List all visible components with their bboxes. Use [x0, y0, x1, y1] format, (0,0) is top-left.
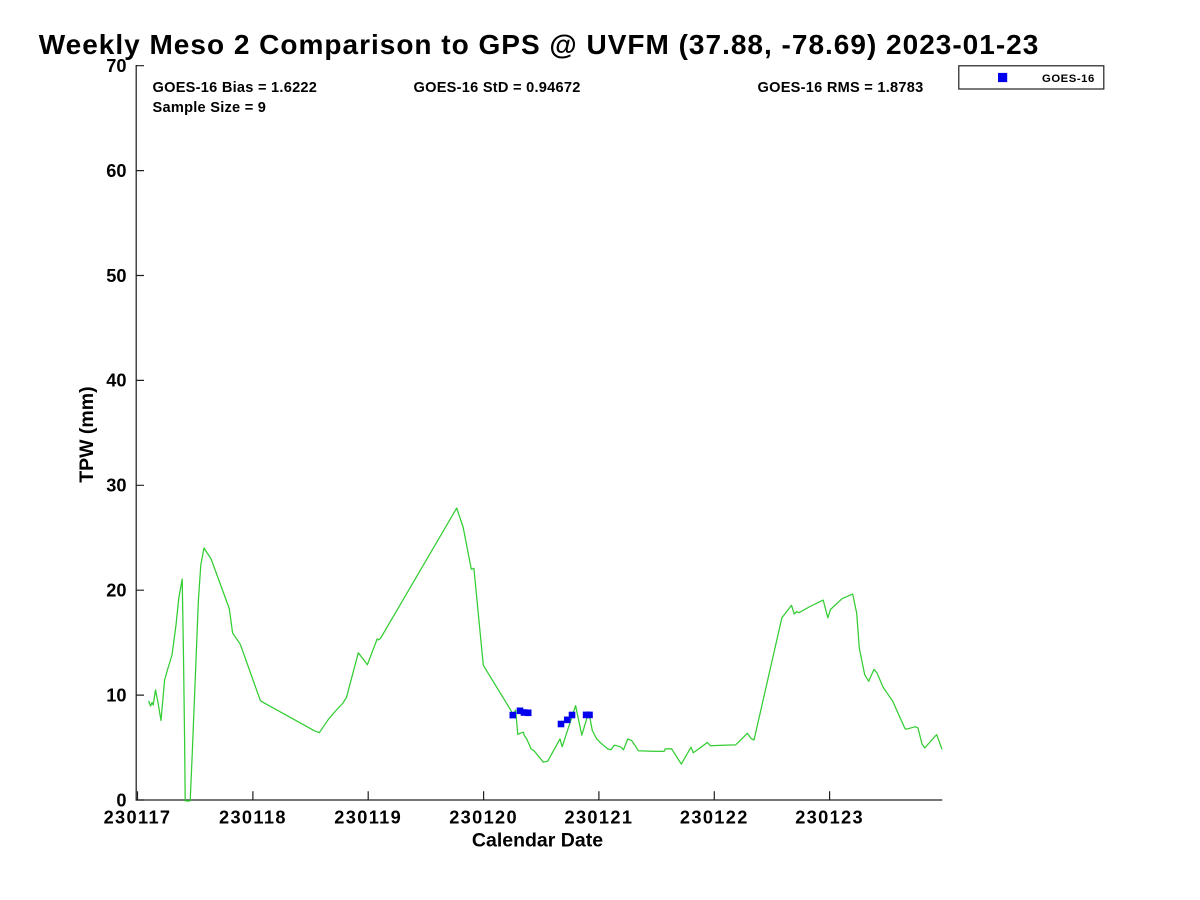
svg-text:30: 30	[106, 476, 126, 496]
svg-text:230118: 230118	[219, 808, 287, 828]
svg-text:GOES-16: GOES-16	[1042, 73, 1095, 85]
svg-text:230117: 230117	[104, 808, 172, 828]
svg-text:GOES-16 RMS = 1.8783: GOES-16 RMS = 1.8783	[758, 80, 924, 96]
svg-text:230119: 230119	[334, 808, 402, 828]
svg-text:Weekly Meso 2 Comparison to GP: Weekly Meso 2 Comparison to GPS @ UVFM (…	[39, 29, 1040, 60]
svg-text:230120: 230120	[449, 808, 518, 828]
svg-text:70: 70	[106, 56, 126, 76]
svg-text:GOES-16 Bias = 1.6222: GOES-16 Bias = 1.6222	[153, 80, 318, 96]
svg-text:TPW (mm): TPW (mm)	[76, 386, 98, 482]
svg-text:50: 50	[106, 266, 126, 286]
svg-text:Calendar Date: Calendar Date	[472, 830, 603, 852]
svg-text:230121: 230121	[565, 808, 634, 828]
svg-text:20: 20	[106, 581, 126, 601]
svg-text:40: 40	[106, 371, 126, 391]
svg-text:10: 10	[106, 685, 126, 705]
svg-text:60: 60	[106, 161, 126, 181]
svg-text:230122: 230122	[680, 808, 749, 828]
svg-text:Sample Size = 9: Sample Size = 9	[153, 100, 267, 116]
svg-text:0: 0	[116, 790, 126, 810]
svg-text:230123: 230123	[795, 808, 864, 828]
svg-text:GOES-16 StD = 0.94672: GOES-16 StD = 0.94672	[414, 80, 581, 96]
